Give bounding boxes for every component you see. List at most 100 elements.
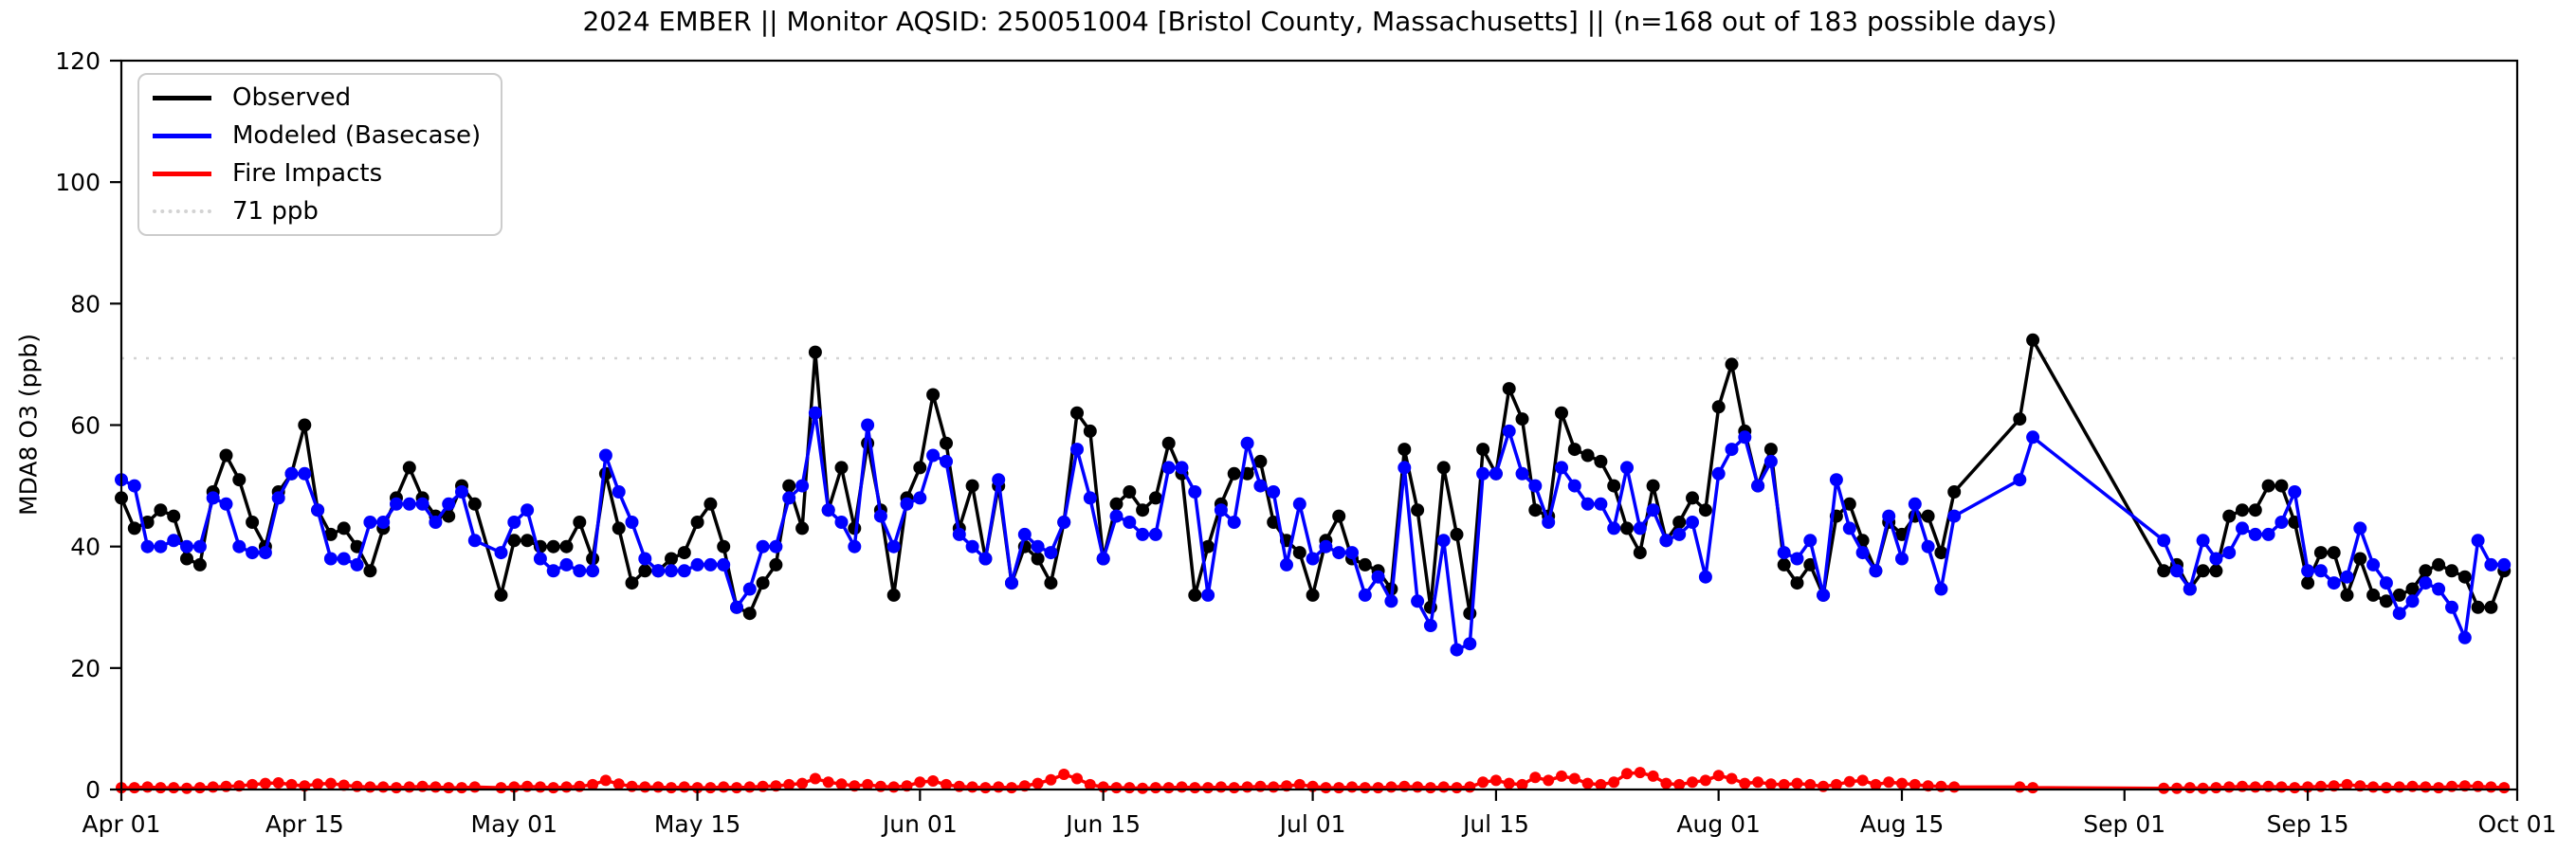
data-point — [2445, 564, 2458, 578]
data-point — [926, 388, 941, 402]
data-point — [1542, 516, 1556, 529]
data-point — [993, 781, 1005, 793]
data-point — [298, 418, 312, 432]
data-point — [756, 539, 770, 554]
x-tick-label: May 15 — [654, 810, 740, 838]
data-point — [1934, 582, 1948, 596]
data-point — [167, 534, 181, 548]
data-point — [2222, 509, 2237, 523]
data-point — [1227, 466, 1241, 481]
data-point — [402, 461, 416, 475]
data-point — [1947, 485, 1962, 499]
data-point — [1581, 777, 1594, 789]
data-point — [324, 777, 337, 789]
data-point — [1240, 436, 1254, 450]
data-point — [323, 527, 338, 541]
data-point — [1567, 479, 1581, 493]
data-point — [1699, 774, 1711, 787]
data-point — [1398, 443, 1412, 457]
data-point — [272, 777, 284, 789]
legend-item-modeled: Modeled (Basecase) — [153, 117, 495, 154]
legend-label-threshold: 71 ppb — [232, 197, 319, 226]
data-point — [1686, 516, 1699, 529]
data-point — [2261, 527, 2275, 541]
data-point — [181, 782, 192, 794]
data-point — [1711, 400, 1726, 414]
data-point — [1006, 782, 1017, 794]
data-point — [677, 564, 691, 578]
data-point — [1424, 782, 1436, 794]
data-point — [1358, 588, 1372, 602]
data-point — [1045, 773, 1057, 786]
data-point — [2261, 479, 2275, 493]
data-point — [429, 516, 443, 529]
data-point — [1161, 461, 1176, 475]
data-point — [1633, 546, 1647, 560]
legend-label-observed: Observed — [232, 83, 352, 112]
data-point — [1463, 607, 1477, 621]
data-point — [1268, 781, 1280, 793]
data-point — [1934, 546, 1948, 560]
data-point — [1948, 781, 1961, 793]
data-point — [1201, 588, 1215, 602]
data-point — [1476, 466, 1490, 481]
data-point — [1149, 782, 1161, 794]
data-point — [2471, 600, 2485, 614]
data-point — [1790, 552, 1804, 566]
data-point — [141, 781, 154, 793]
data-point — [1869, 564, 1883, 578]
data-point — [886, 588, 901, 602]
data-point — [822, 776, 834, 789]
data-point — [913, 461, 927, 475]
data-point — [1227, 516, 1241, 529]
data-point — [311, 503, 325, 517]
data-point — [809, 772, 821, 785]
data-point — [1489, 774, 1502, 787]
data-point — [2249, 781, 2261, 793]
data-point — [337, 521, 351, 535]
data-point — [1358, 557, 1372, 572]
data-point — [677, 546, 691, 560]
y-tick-label: 80 — [70, 290, 100, 318]
data-point — [1451, 782, 1463, 794]
data-point — [1830, 778, 1842, 790]
data-point — [1214, 503, 1228, 517]
data-point — [1292, 497, 1306, 511]
data-point — [155, 782, 167, 794]
data-point — [796, 777, 809, 789]
data-point — [573, 564, 587, 578]
data-point — [1921, 509, 1935, 523]
data-point — [1882, 509, 1896, 523]
data-point — [1673, 778, 1686, 790]
data-point — [742, 607, 757, 621]
data-point — [2327, 546, 2341, 560]
data-point — [128, 782, 140, 794]
data-point — [1698, 570, 1712, 584]
data-point — [1515, 412, 1529, 426]
y-tick-label: 120 — [55, 47, 100, 75]
data-point — [730, 600, 743, 614]
data-point — [940, 454, 953, 468]
data-point — [1829, 473, 1843, 487]
data-point — [1411, 594, 1425, 608]
data-point — [848, 539, 862, 554]
data-point — [1319, 539, 1333, 554]
data-point — [1306, 588, 1320, 602]
data-point — [2366, 557, 2381, 572]
data-point — [703, 557, 718, 572]
data-point — [207, 781, 219, 793]
data-point — [1516, 778, 1528, 790]
data-point — [467, 497, 482, 511]
observed-markers — [115, 333, 2512, 621]
data-point — [598, 448, 612, 463]
data-point — [1333, 782, 1345, 794]
data-point — [2301, 564, 2315, 578]
data-point — [1529, 771, 1542, 784]
x-tick-label: Jul 15 — [1461, 810, 1529, 838]
data-point — [467, 534, 482, 548]
data-point — [391, 782, 402, 794]
data-point — [1633, 521, 1647, 535]
data-point — [2457, 630, 2472, 644]
data-point — [1620, 461, 1634, 475]
